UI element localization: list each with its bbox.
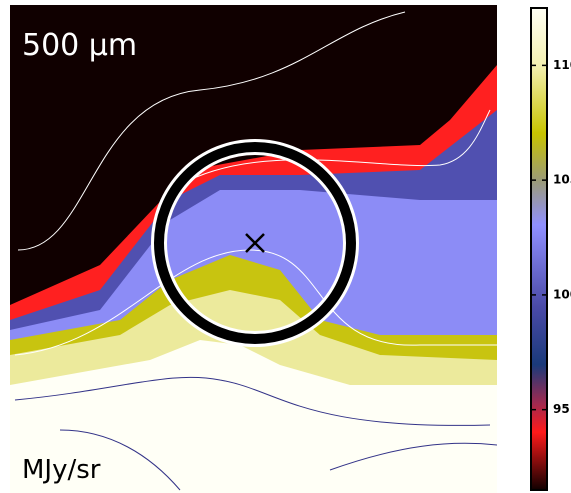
panel-label: 500 μm: [22, 28, 137, 63]
colorbar-tick-label: 110: [553, 58, 571, 72]
aperture: [154, 142, 356, 344]
colorbar-tick-label: 95: [553, 402, 570, 416]
unit-label: MJy/sr: [22, 455, 101, 485]
map-image: [10, 5, 497, 493]
center-marker: [245, 233, 265, 253]
colorbar-tick-label: 100: [553, 287, 571, 301]
colorbar-tick-label: 105: [553, 173, 571, 187]
colorbar: [530, 7, 548, 491]
